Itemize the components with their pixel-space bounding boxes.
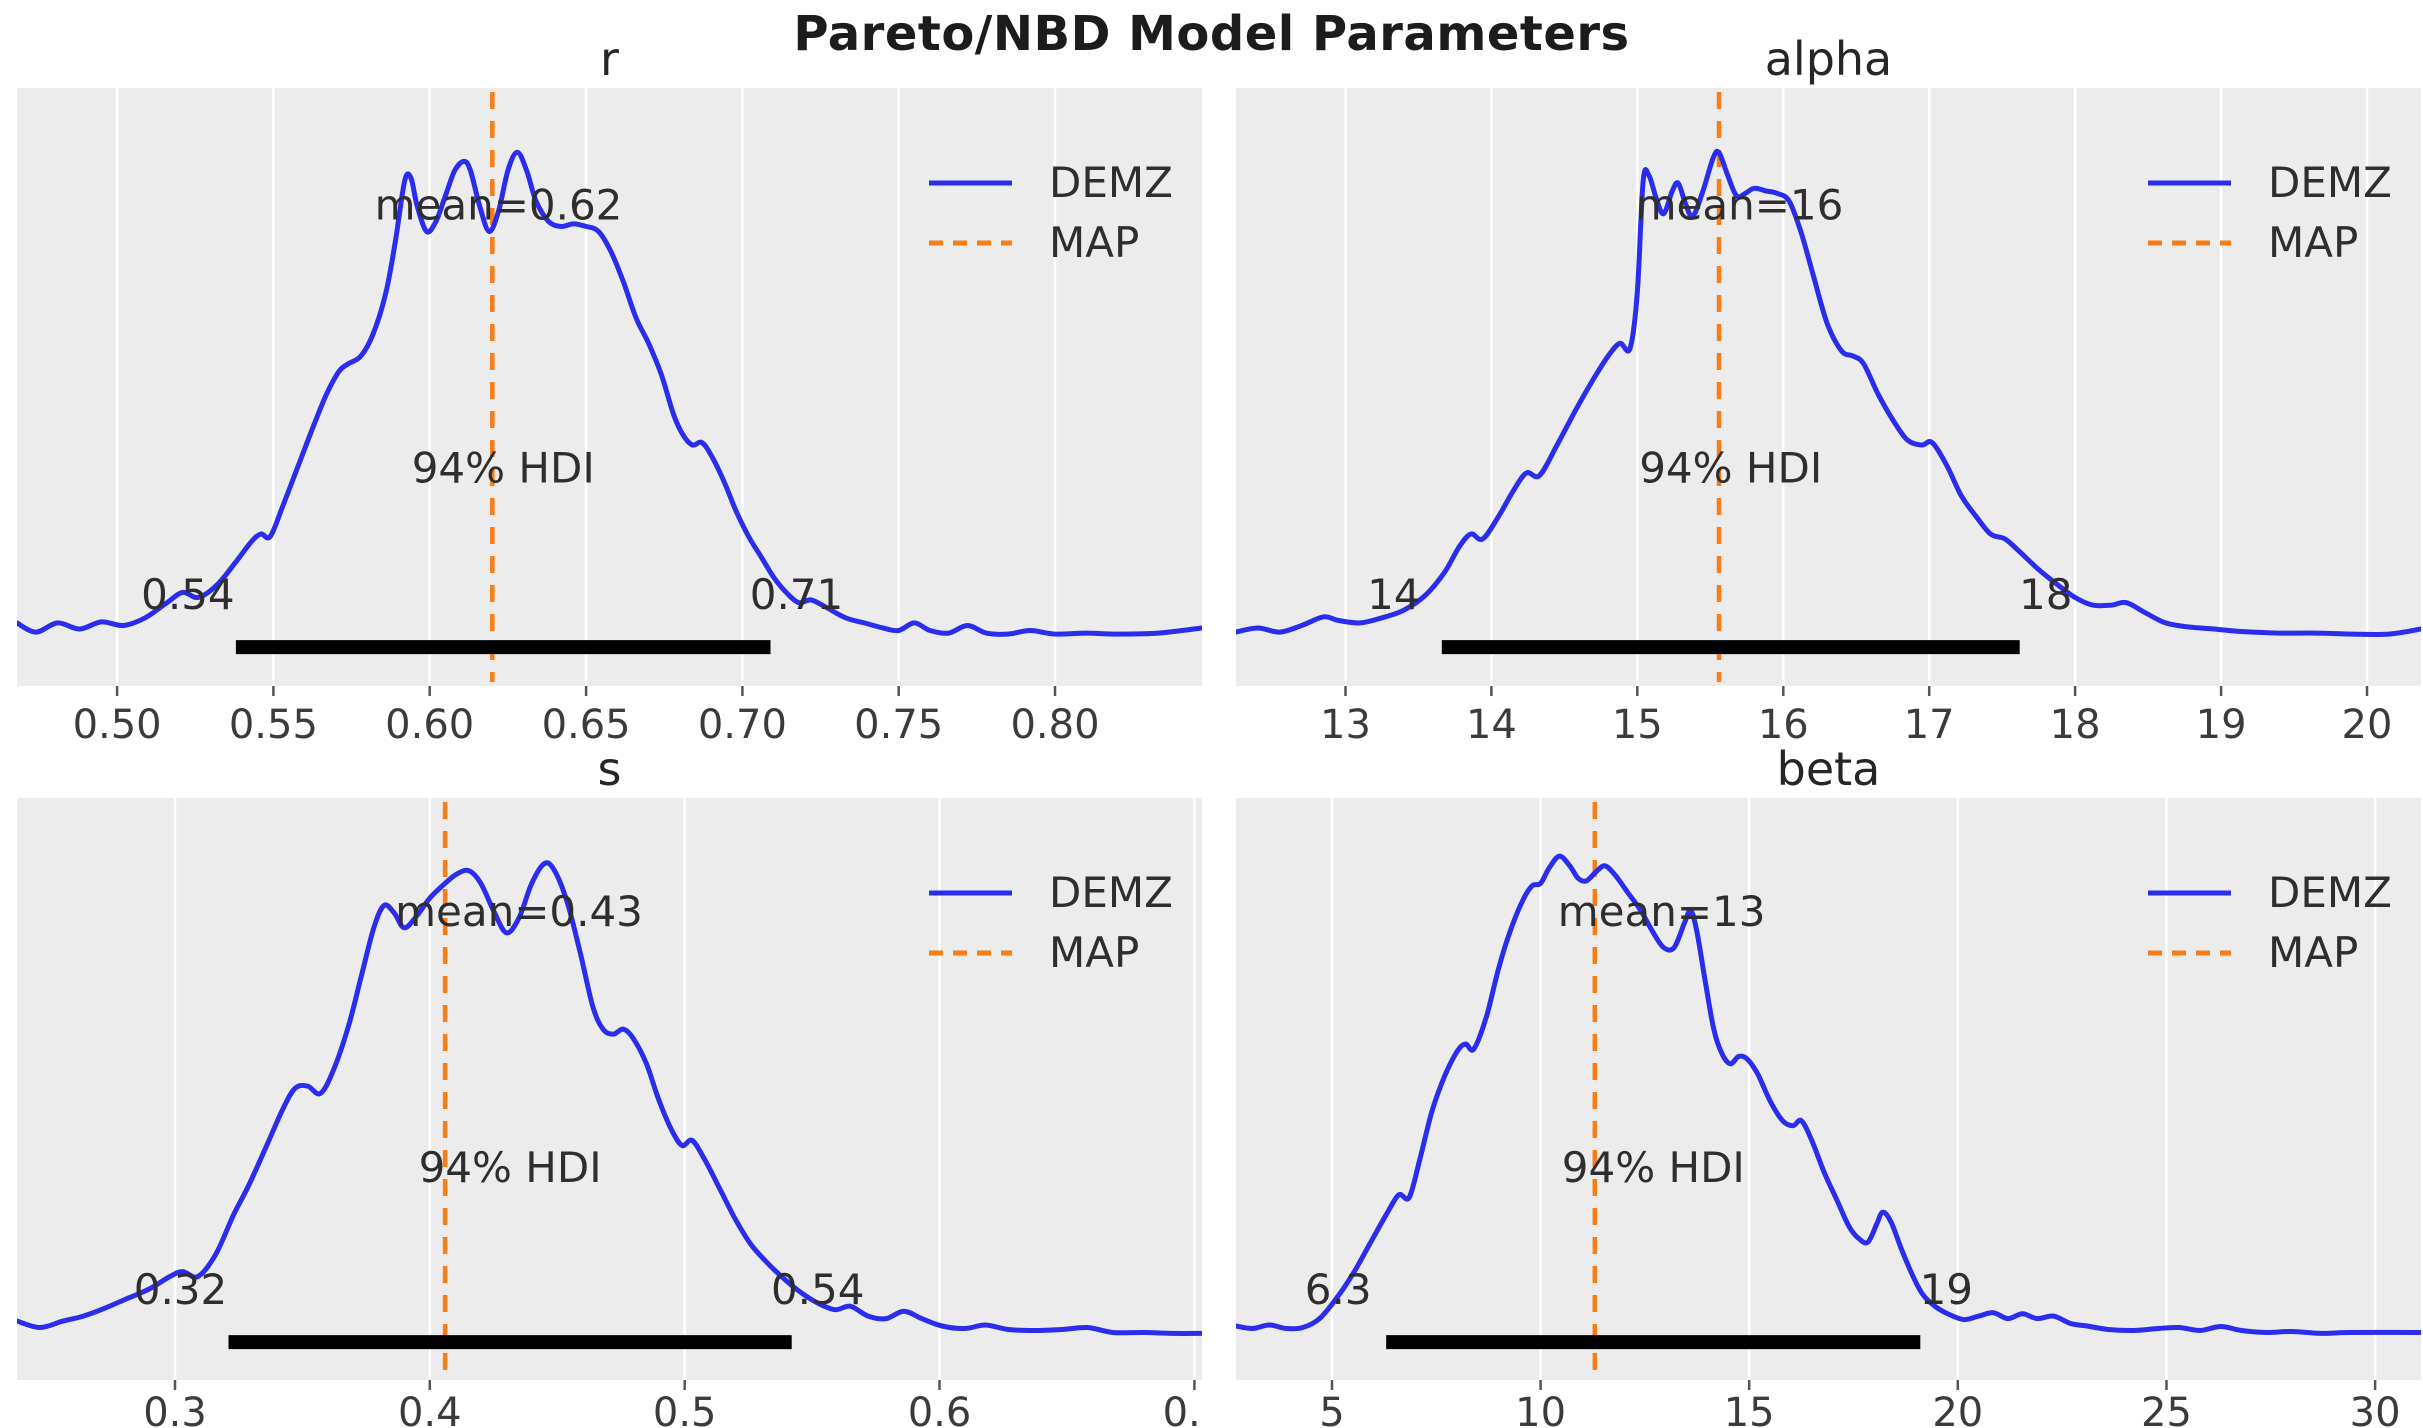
x-tick-label: 5 <box>1319 1390 1344 1428</box>
figure-title: Pareto/NBD Model Parameters <box>793 6 1630 62</box>
x-tick-label: 16 <box>1758 702 1809 746</box>
kde-plot-alpha: 13 14 15 16 17 18 19 20 14 18 94% HDI mean=16 DEMZ MA… <box>1236 88 2421 746</box>
hdi-text: 94% HDI <box>419 1143 602 1192</box>
subplot-r: r 0.50 0.55 0.60 0.65 0.70 0.75 0.80 0.54 0.71 94… <box>17 30 1202 746</box>
hdi-hi-label: 0.54 <box>771 1265 865 1314</box>
x-tick-label: 20 <box>2342 702 2393 746</box>
x-tick-label: 30 <box>2350 1390 2401 1428</box>
x-tick-label: 0.50 <box>73 702 162 746</box>
legend-demz-label: DEMZ <box>2268 158 2392 207</box>
x-tick-label: 15 <box>1724 1390 1775 1428</box>
x-tick-label: 17 <box>1904 702 1955 746</box>
x-tick-label: 25 <box>2141 1390 2192 1428</box>
subplot-title-s: s <box>597 742 622 796</box>
hdi-lo-label: 0.32 <box>134 1265 228 1314</box>
x-tick-label: 0.60 <box>385 702 474 746</box>
hdi-text: 94% HDI <box>412 444 595 493</box>
x-tick-label: 0.75 <box>854 702 943 746</box>
mean-annotation: mean=0.62 <box>375 181 623 230</box>
subplot-title-alpha: alpha <box>1764 32 1893 86</box>
x-tick-label: 10 <box>1515 1390 1566 1428</box>
legend-map-label: MAP <box>2268 218 2358 267</box>
mean-annotation: mean=0.43 <box>395 887 643 936</box>
hdi-text: 94% HDI <box>1639 444 1822 493</box>
x-tick-label: 20 <box>1932 1390 1983 1428</box>
hdi-lo-label: 6.3 <box>1305 1265 1372 1314</box>
mean-annotation: mean=13 <box>1558 887 1766 936</box>
kde-curve <box>17 860 1202 1336</box>
kde-curve <box>17 149 1202 637</box>
plot-background <box>1236 798 2421 1380</box>
x-tick-label: 0.3 <box>143 1390 207 1428</box>
legend-demz-label: DEMZ <box>1049 868 1173 917</box>
x-tick-label: 0.6 <box>908 1390 972 1428</box>
subplot-alpha: alpha 13 14 15 16 17 18 19 20 14 18 94% HDI mean=16… <box>1236 30 2421 746</box>
hdi-lo-label: 0.54 <box>141 570 235 619</box>
legend-map-label: MAP <box>2268 928 2358 977</box>
legend-demz-label: DEMZ <box>1049 158 1173 207</box>
x-tick-label: 0.4 <box>398 1390 462 1428</box>
x-tick-label: 19 <box>2196 702 2247 746</box>
x-tick-label: 0.70 <box>698 702 787 746</box>
subplot-beta: beta 5 10 15 20 25 30 6.3 19 94% HDI mean=13 DEMZ M… <box>1236 740 2421 1428</box>
hdi-lo-label: 14 <box>1367 570 1420 619</box>
kde-curve <box>1236 853 2421 1336</box>
x-tick-label: 0.5 <box>653 1390 717 1428</box>
kde-plot-beta: 5 10 15 20 25 30 6.3 19 94% HDI mean=13 DEMZ MAP <box>1236 798 2421 1428</box>
hdi-hi-label: 19 <box>1920 1265 1973 1314</box>
x-tick-label: 0.65 <box>542 702 631 746</box>
x-tick-label: 13 <box>1320 702 1371 746</box>
x-tick-label: 0.80 <box>1010 702 1099 746</box>
subplot-title-r: r <box>600 32 619 86</box>
x-tick-label: 15 <box>1612 702 1663 746</box>
kde-curve <box>1236 148 2421 638</box>
subplot-title-beta: beta <box>1776 742 1881 796</box>
kde-plot-r: 0.50 0.55 0.60 0.65 0.70 0.75 0.80 0.54 0.71 94% … <box>17 88 1202 746</box>
mean-annotation: mean=16 <box>1636 181 1844 230</box>
x-tick-label: 18 <box>2050 702 2101 746</box>
legend-map-label: MAP <box>1049 218 1139 267</box>
hdi-text: 94% HDI <box>1562 1143 1745 1192</box>
hdi-hi-label: 0.71 <box>750 570 844 619</box>
kde-plot-s: 0.3 0.4 0.5 0.6 0.7 0.32 0.54 94% HDI mean=0.43 D… <box>17 798 1202 1428</box>
legend-map-label: MAP <box>1049 928 1139 977</box>
hdi-hi-label: 18 <box>2019 570 2072 619</box>
subplot-s: s 0.3 0.4 0.5 0.6 0.7 0.32 0.54 94% HDI mean=0.4… <box>17 740 1202 1428</box>
x-tick-label: 0.55 <box>229 702 318 746</box>
x-tick-label: 0.7 <box>1163 1390 1202 1428</box>
legend-demz-label: DEMZ <box>2268 868 2392 917</box>
x-tick-label: 14 <box>1466 702 1517 746</box>
